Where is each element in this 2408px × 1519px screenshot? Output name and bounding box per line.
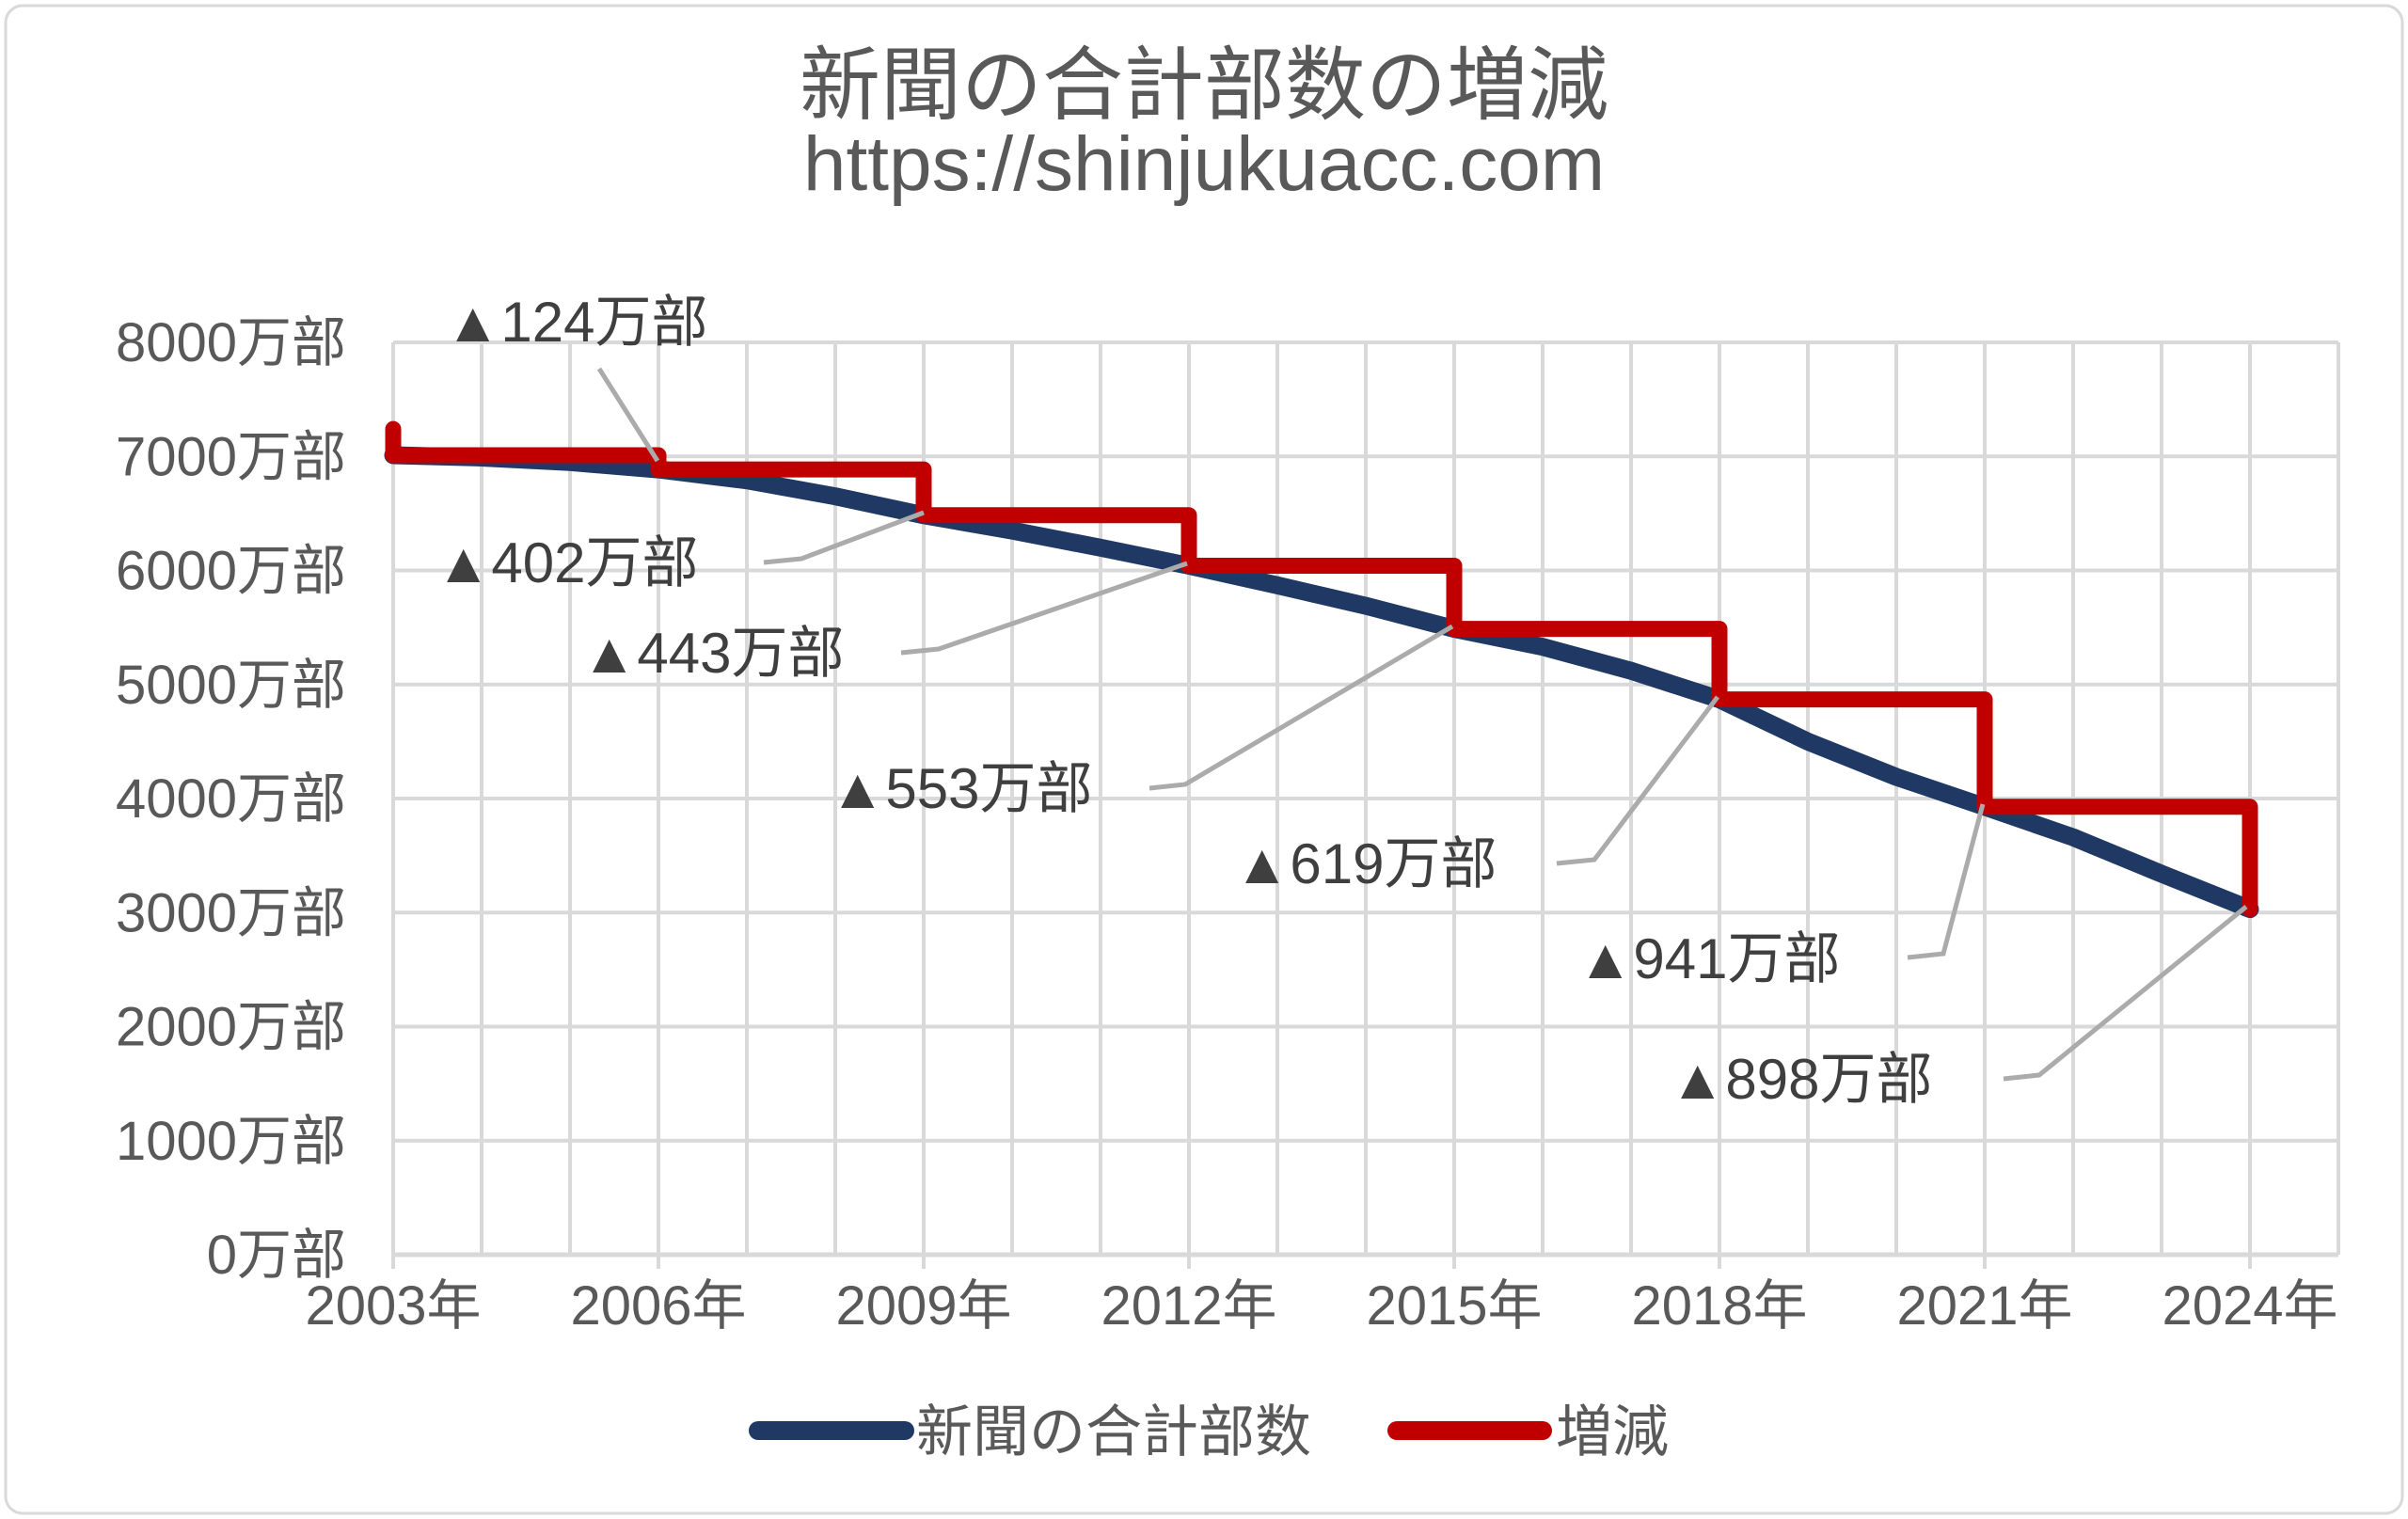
legend: 新聞の合計部数 増減 xyxy=(749,1400,1669,1464)
annotations: ▲124万部 ▲402万部 ▲443万部 ▲553万部 ▲619万部 ▲941万部 ▲898… xyxy=(436,291,2248,1111)
x-tick-label: 2018年 xyxy=(1631,1275,1807,1337)
series-lines xyxy=(384,420,2259,919)
annotation-leader-line xyxy=(2003,905,2248,1082)
y-tick-label: 4000万部 xyxy=(116,768,346,830)
x-tick-label: 2006年 xyxy=(570,1275,746,1337)
annotation-leader-line xyxy=(900,561,1188,656)
y-tick-label: 8000万部 xyxy=(116,312,346,373)
x-tick-label: 2009年 xyxy=(835,1275,1011,1337)
annotation-leader-line xyxy=(1556,695,1719,866)
annotation-label: ▲124万部 xyxy=(445,291,708,354)
annotation-leader-line xyxy=(1149,624,1454,791)
annotation-leader-line xyxy=(1907,803,1986,960)
y-tick-label: 0万部 xyxy=(207,1225,346,1286)
y-tick-label: 5000万部 xyxy=(116,655,346,716)
chart-subtitle-url: https://shinjukuacc.com xyxy=(803,121,1605,207)
x-tick-label: 2012年 xyxy=(1101,1275,1276,1337)
annotation-label: ▲402万部 xyxy=(436,531,699,594)
annotation-label: ▲553万部 xyxy=(830,757,1093,820)
x-tick-label: 2021年 xyxy=(1896,1275,2072,1337)
x-axis-labels: 2003年 2006年 2009年 2012年 2015年 2018年 2021年 2024年 xyxy=(305,1275,2337,1337)
annotation-leader-line xyxy=(763,510,925,565)
annotation-label: ▲941万部 xyxy=(1577,927,1841,990)
y-tick-label: 3000万部 xyxy=(116,882,346,943)
annotation-label: ▲443万部 xyxy=(581,622,845,685)
x-tick-label: 2024年 xyxy=(2162,1275,2337,1337)
y-tick-label: 6000万部 xyxy=(116,541,346,602)
x-tick-label: 2003年 xyxy=(305,1275,481,1337)
y-tick-label: 2000万部 xyxy=(116,997,346,1058)
chart-title: 新聞の合計部数の増減 xyxy=(800,40,1608,131)
legend-label-total: 新聞の合計部数 xyxy=(916,1400,1311,1464)
y-axis-labels: 0万部 1000万部 2000万部 3000万部 4000万部 5000万部 6000万部 7… xyxy=(116,312,346,1286)
annotation-leader-line xyxy=(596,367,660,463)
change-step-line xyxy=(385,420,2258,918)
y-tick-label: 7000万部 xyxy=(116,426,346,487)
gridlines xyxy=(391,340,2340,1269)
x-tick-label: 2015年 xyxy=(1366,1275,1542,1337)
annotation-label: ▲619万部 xyxy=(1234,832,1497,895)
annotation-label: ▲898万部 xyxy=(1670,1048,1933,1111)
legend-label-change: 増減 xyxy=(1556,1400,1669,1464)
card-border xyxy=(4,4,2404,1515)
y-tick-label: 1000万部 xyxy=(116,1111,346,1172)
